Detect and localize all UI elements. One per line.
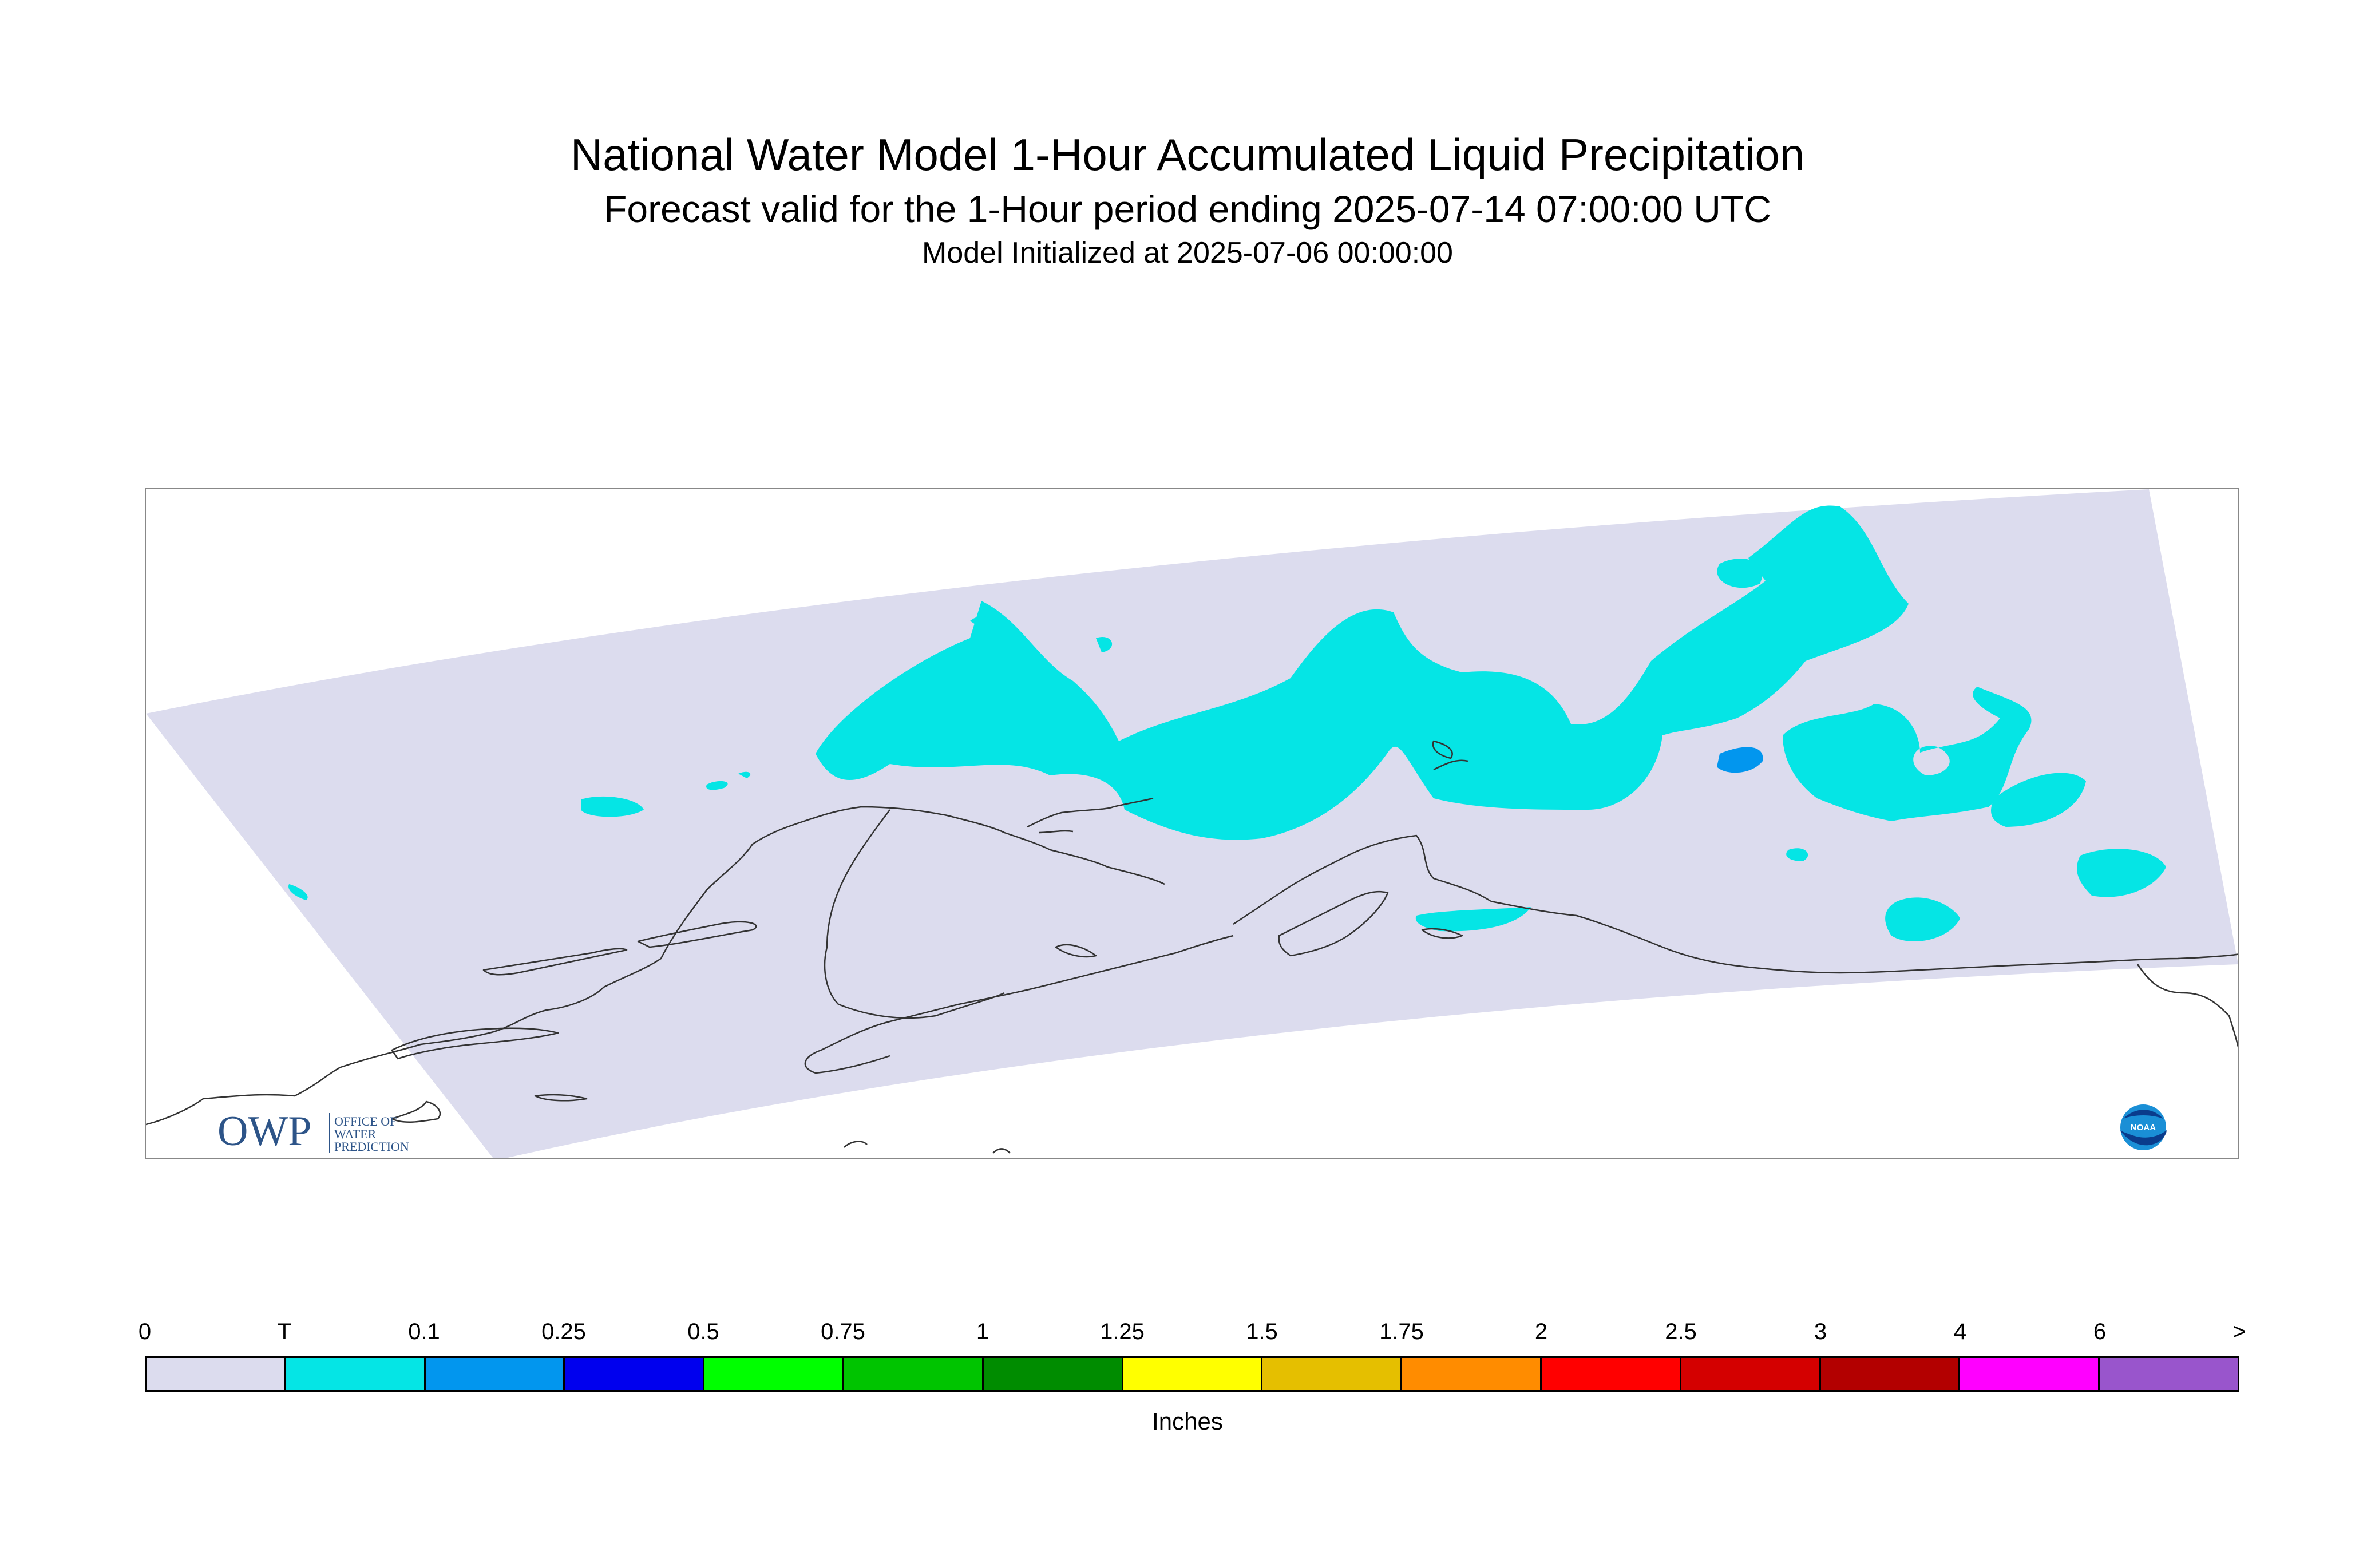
trace-area-tiny [1786, 848, 1808, 861]
legend-tick-label: 0.75 [821, 1319, 865, 1344]
legend-tick-label: 1.75 [1379, 1319, 1424, 1344]
coastline-southeast [2136, 964, 2238, 1050]
trace-area-west-3 [738, 771, 751, 778]
trace-area-mainland-south [1415, 907, 1531, 932]
noaa-logo-text: NOAA [2131, 1123, 2156, 1133]
legend-swatch [1402, 1358, 1542, 1390]
coastline-island-4 [391, 1100, 441, 1123]
coastline-gulf [1490, 900, 2238, 974]
legend-swatch [844, 1358, 984, 1390]
noaa-logo: NOAA [2117, 1102, 2169, 1153]
trace-area-east-2 [1991, 773, 2086, 827]
legend-swatch [1123, 1358, 1263, 1390]
legend-swatch [1960, 1358, 2100, 1390]
coastline-peninsula [804, 935, 1234, 1074]
trace-area-east-3 [2077, 849, 2166, 897]
trace-area-east-blob [1783, 687, 2032, 821]
coastline-lake-1 [1055, 944, 1097, 958]
legend-swatch [1541, 1358, 1681, 1390]
legend-tick-label: 1.5 [1246, 1319, 1278, 1344]
legend-tick-label: 4 [1953, 1319, 1967, 1344]
legend-tick-label: 3 [1814, 1319, 1827, 1344]
legend-tick-label: 0.25 [541, 1319, 586, 1344]
legend-tick-label: T [277, 1319, 292, 1344]
coastline-cook-inlet [1233, 834, 1491, 925]
coastline-mainland [146, 806, 1165, 1126]
coastline-island-6 [1421, 928, 1463, 939]
trace-area-small-2 [970, 616, 992, 632]
legend-tick-label: 0.1 [408, 1319, 440, 1344]
coastline-island-8 [1432, 740, 1453, 759]
map-title: National Water Model 1-Hour Accumulated … [570, 129, 1805, 180]
owp-logo-line-2: WATER [334, 1127, 377, 1141]
trace-area-north-slope [816, 505, 1909, 840]
legend-swatch [1681, 1358, 1821, 1390]
legend-swatch [565, 1358, 705, 1390]
coastline-bristol-bay [824, 809, 1005, 1019]
legend-swatch [1262, 1358, 1403, 1390]
coastline-island-1 [482, 948, 628, 976]
coastline-island-2 [637, 921, 757, 948]
legend-swatch [147, 1358, 286, 1390]
coastline-island-5 [534, 1094, 588, 1102]
legend-tick-label: 0.5 [687, 1319, 719, 1344]
legend-tick-label: 2.5 [1665, 1319, 1697, 1344]
map-subtitle: Forecast valid for the 1-Hour period end… [604, 188, 1771, 230]
legend-swatch [425, 1358, 565, 1390]
coastline-island-3 [391, 1027, 559, 1060]
color-legend [145, 1356, 2239, 1392]
legend-units: Inches [1152, 1408, 1223, 1435]
legend-swatch [2100, 1358, 2238, 1390]
coastline-norton-sound [1027, 806, 1114, 834]
legend-swatch [704, 1358, 844, 1390]
trace-precip-areas [288, 505, 2166, 941]
trace-area-west-edge [288, 884, 308, 900]
trace-area-small-1 [1717, 559, 1763, 588]
owp-logo-line-3: PREDICTION [334, 1139, 409, 1154]
coastlines [146, 740, 2238, 1154]
trace-area-west-1 [581, 796, 644, 817]
model-init-line: Model Initialized at 2025-07-06 00:00:00 [922, 236, 1453, 270]
owp-logo-graphic: OWP OFFICE OF WATER PREDICTION [217, 1108, 409, 1155]
legend-tick-label: 0 [138, 1319, 152, 1344]
precipitation-map [145, 488, 2239, 1159]
map-canvas [146, 489, 2238, 1158]
coastline-island-7 [844, 1141, 1011, 1154]
legend-tick-label: > [2232, 1319, 2246, 1344]
trace-area-west-2 [706, 781, 728, 790]
trace-area-south-coast [1885, 897, 1960, 941]
noaa-logo-graphic: NOAA [2118, 1102, 2168, 1153]
legend-tick-label: 6 [2093, 1319, 2107, 1344]
legend-swatch [286, 1358, 426, 1390]
legend-swatch [1820, 1358, 1961, 1390]
legend-tick-label: 2 [1534, 1319, 1548, 1344]
precip-0.1-area [1717, 747, 1763, 773]
owp-logo: OWP OFFICE OF WATER PREDICTION [217, 1107, 423, 1162]
coastline-river [1113, 759, 1468, 808]
trace-area-small-3 [1096, 636, 1113, 652]
owp-logo-line-1: OFFICE OF [334, 1114, 397, 1129]
legend-swatch [983, 1358, 1123, 1390]
legend-tick-label: 1 [976, 1319, 989, 1344]
owp-logo-letters: OWP [217, 1108, 311, 1155]
legend-tick-label: 1.25 [1100, 1319, 1145, 1344]
coastline-kodiak [1278, 890, 1389, 957]
